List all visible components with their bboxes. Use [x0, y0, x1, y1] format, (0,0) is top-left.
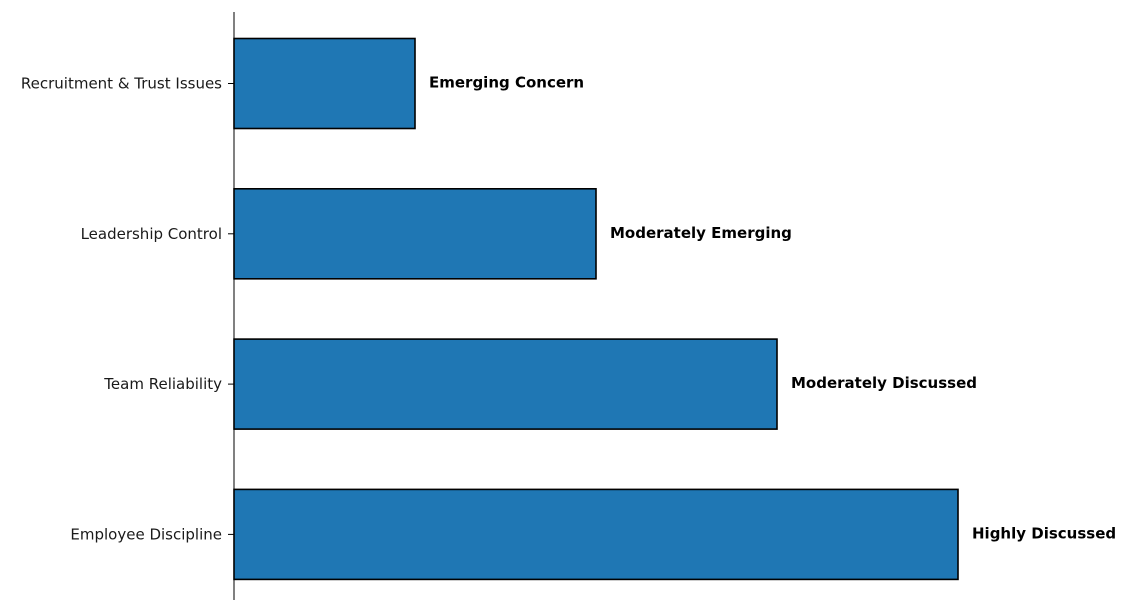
y-ticks-group: Recruitment & Trust Issues Leadership Con… — [21, 75, 234, 543]
data-label-employee-discipline: Highly Discussed — [972, 524, 1116, 542]
bar-recruitment-and-trust-issues — [233, 37, 416, 130]
y-tick-label-recruitment-and-trust-issues: Recruitment & Trust Issues — [21, 75, 222, 93]
y-tick-label-employee-discipline: Employee Discipline — [70, 525, 222, 543]
data-label-recruitment-and-trust-issues: Emerging Concern — [429, 74, 584, 92]
y-tick-label-team-reliability: Team Reliability — [103, 375, 222, 393]
bar-employee-discipline — [233, 488, 959, 581]
data-label-leadership-control: Moderately Emerging — [610, 224, 792, 242]
y-tick-label-leadership-control: Leadership Control — [81, 225, 222, 243]
bar-leadership-control — [233, 188, 597, 280]
data-labels-group: Emerging Concern Moderately Emerging Moder… — [429, 74, 1116, 543]
data-label-team-reliability: Moderately Discussed — [791, 374, 977, 392]
bars-group — [233, 37, 959, 581]
bar-team-reliability — [233, 338, 778, 430]
